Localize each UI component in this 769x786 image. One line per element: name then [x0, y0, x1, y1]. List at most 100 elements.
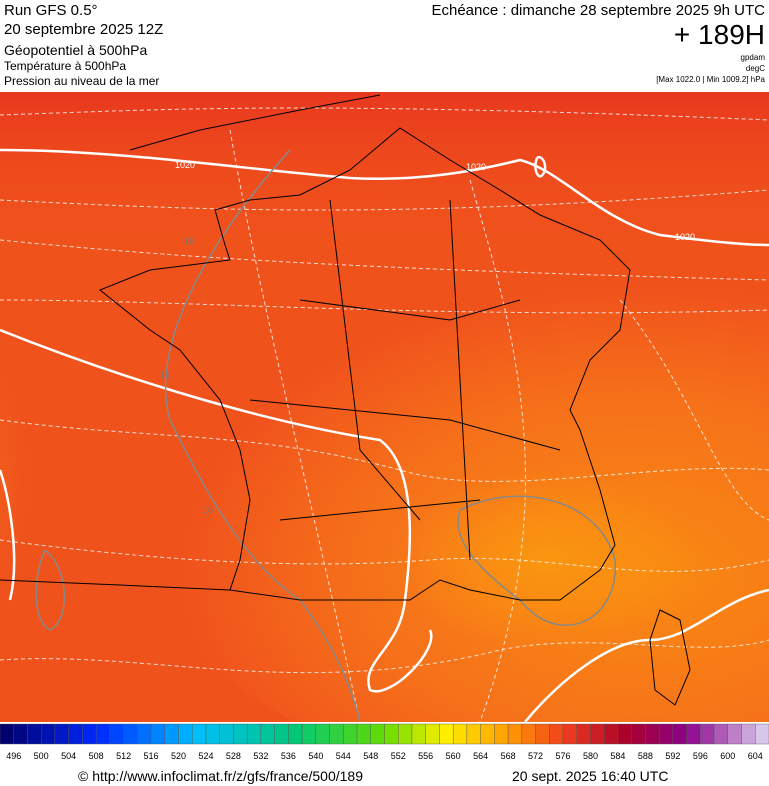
colorbar-swatch [343, 723, 358, 745]
colorbar-swatch [13, 723, 28, 745]
colorbar-swatch [631, 723, 646, 745]
colorbar-label: 604 [748, 751, 763, 761]
colorbar-swatch [494, 723, 509, 745]
colorbar-swatch [617, 723, 632, 745]
colorbar-swatch [219, 723, 234, 745]
colorbar-label: 516 [144, 751, 159, 761]
colorbar: 496 500 504 508 512 516 520 524 528 532 536 540 544 5… [0, 723, 769, 761]
colorbar-swatch [713, 723, 729, 745]
colorbar-swatch [40, 723, 56, 745]
colorbar-swatch [521, 723, 536, 745]
colorbar-swatch [246, 723, 262, 745]
colorbar-swatch [0, 723, 14, 745]
colorbar-swatch [356, 723, 371, 745]
field: Température à 500hPa [4, 59, 126, 73]
run: Run GFS 0.5° [4, 2, 98, 19]
colorbar-swatch [452, 723, 468, 745]
colorbar-swatch [411, 723, 426, 745]
colorbar-swatch [480, 723, 495, 745]
colorbar-label: 524 [198, 751, 213, 761]
colorbar-label: 596 [693, 751, 708, 761]
colorbar-swatch [137, 723, 152, 745]
colorbar-label: 548 [363, 751, 378, 761]
colorbar-label: 556 [418, 751, 433, 761]
contour-label: 16 [203, 505, 213, 515]
colorbar-label: 508 [89, 751, 104, 761]
header: Run GFS 0.5° 20 septembre 2025 12Z Géopo… [4, 2, 766, 88]
colorbar-swatch [576, 723, 591, 745]
colorbar-label: 560 [446, 751, 461, 761]
colorbar-swatch [274, 723, 289, 745]
colorbar-swatch [590, 723, 605, 745]
colorbar-swatch [315, 723, 330, 745]
pressure-range: [Max 1022.0 | Min 1009.2] hPa [656, 75, 765, 84]
colorbar-swatch [507, 723, 523, 745]
colorbar-swatch [535, 723, 550, 745]
colorbar-swatch [645, 723, 660, 745]
colorbar-swatch [727, 723, 742, 745]
colorbar-swatch [329, 723, 344, 745]
colorbar-label: 584 [610, 751, 625, 761]
unit: degC [746, 64, 765, 73]
colorbar-swatch [95, 723, 111, 745]
field: Pression au niveau de la mer [4, 74, 159, 88]
colorbar-label: 500 [34, 751, 49, 761]
contour-label: 1020 [466, 162, 486, 172]
colorbar-label: 576 [556, 751, 571, 761]
colorbar-swatch [755, 723, 769, 745]
field: Géopotentiel à 500hPa [4, 42, 147, 58]
colorbar-label: 568 [501, 751, 516, 761]
colorbar-swatch [398, 723, 413, 745]
colorbar-swatch [82, 723, 97, 745]
echeance: Echéance : dimanche 28 septembre 2025 9h… [431, 2, 765, 19]
colorbar-swatch [549, 723, 564, 745]
colorbar-label: 544 [336, 751, 351, 761]
colorbar-swatch [233, 723, 248, 745]
colorbar-swatch [301, 723, 317, 745]
footer-url: © http://www.infoclimat.fr/z/gfs/france/… [78, 768, 363, 784]
colorbar-swatch [123, 723, 138, 745]
colorbar-swatch [741, 723, 756, 745]
colorbar-swatch [260, 723, 275, 745]
colorbar-label: 600 [720, 751, 735, 761]
colorbar-label: 528 [226, 751, 241, 761]
colorbar-label: 504 [61, 751, 76, 761]
colorbar-label: 496 [6, 751, 21, 761]
colorbar-label: 552 [391, 751, 406, 761]
colorbar-swatch [562, 723, 577, 745]
colorbar-swatch [658, 723, 674, 745]
colorbar-swatch [205, 723, 220, 745]
contour-label: 16 [184, 236, 194, 246]
colorbar-swatch [164, 723, 179, 745]
colorbar-swatch [27, 723, 42, 745]
colorbar-label: 588 [638, 751, 653, 761]
colorbar-swatch [384, 723, 399, 745]
colorbar-label: 580 [583, 751, 598, 761]
footer-timestamp: 20 sept. 2025 16:40 UTC [512, 768, 668, 784]
colorbar-swatch [370, 723, 385, 745]
colorbar-label: 540 [308, 751, 323, 761]
colorbar-swatch [604, 723, 619, 745]
colorbar-swatch [686, 723, 701, 745]
colorbar-swatch [439, 723, 454, 745]
colorbar-label: 572 [528, 751, 543, 761]
colorbar-label: 520 [171, 751, 186, 761]
unit: gpdam [741, 53, 766, 62]
contour-label: 1020 [175, 160, 195, 170]
map [0, 92, 769, 722]
colorbar-label: 592 [665, 751, 680, 761]
run-date: 20 septembre 2025 12Z [4, 21, 163, 38]
colorbar-swatch [672, 723, 687, 745]
colorbar-label: 536 [281, 751, 296, 761]
colorbar-swatch [192, 723, 207, 745]
colorbar-swatch [425, 723, 440, 745]
colorbar-swatch [288, 723, 303, 745]
colorbar-label: 512 [116, 751, 131, 761]
contour-label: 16 [160, 370, 170, 380]
contour-label: 1020 [675, 232, 695, 242]
colorbar-swatch [109, 723, 124, 745]
colorbar-swatch [700, 723, 715, 745]
lead-time: + 189H [674, 19, 765, 50]
